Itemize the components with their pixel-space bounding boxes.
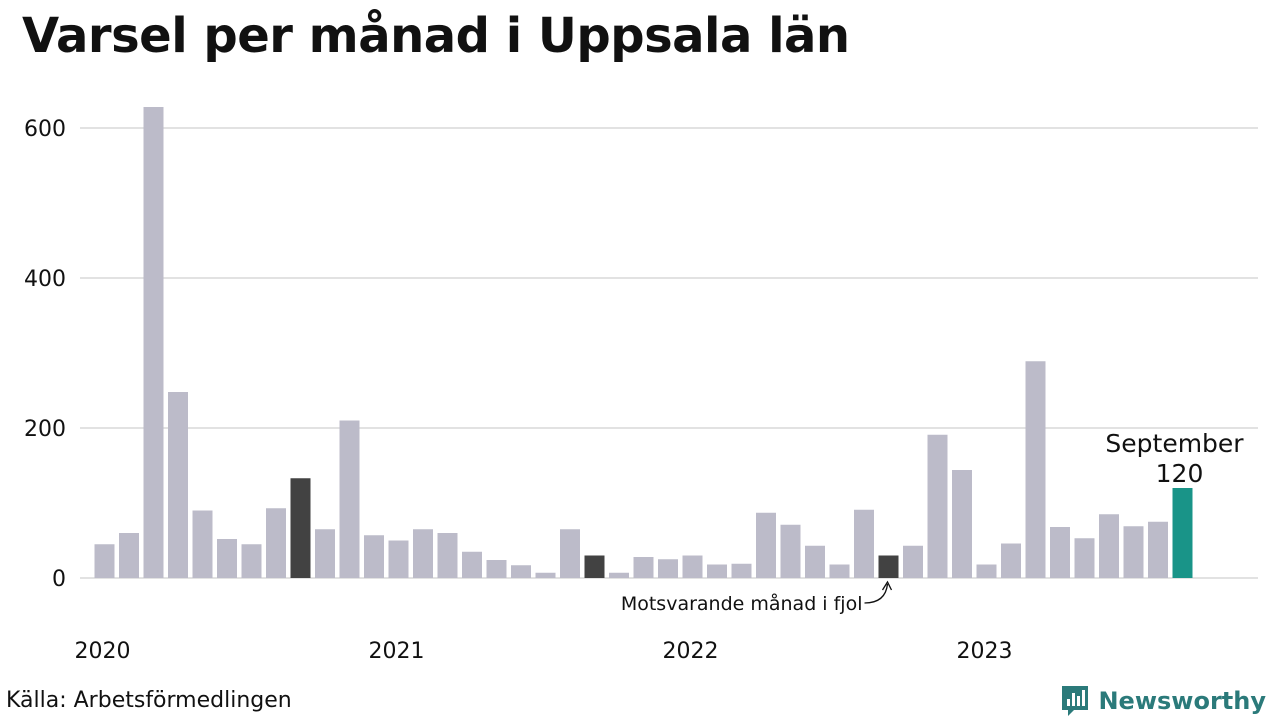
bar [829,564,850,578]
bar [437,533,458,578]
bar [584,555,605,578]
latest-value-label: 120 [1156,459,1204,488]
bar [976,564,997,578]
bar [1148,521,1168,578]
bar [266,508,286,578]
bar [903,545,923,578]
bar [1172,488,1193,578]
callout-arrow [864,583,889,604]
x-tick-label: 2021 [369,639,425,664]
bar [1025,361,1046,578]
callout-arrowhead [881,580,893,591]
bar [756,512,776,578]
bar [658,559,678,578]
bar [682,555,703,578]
bar [241,544,262,578]
brand-logo[interactable]: Newsworthy [1060,684,1266,718]
bar [1050,527,1070,578]
bar [633,557,654,578]
bar [119,533,139,578]
x-tick-label: 2020 [75,639,131,664]
bar [878,555,899,578]
y-tick-label: 400 [24,267,66,292]
x-tick-label: 2023 [957,639,1013,664]
bar [143,107,164,578]
chart-title: Varsel per månad i Uppsala län [22,8,850,64]
bar [1123,526,1144,578]
bar [560,529,580,578]
newsworthy-chart-logo-icon [1062,686,1089,716]
x-tick-label: 2022 [663,639,719,664]
bar [952,470,972,578]
bar [339,420,360,578]
y-tick-label: 200 [24,417,66,442]
y-tick-label: 600 [24,117,66,142]
bar [168,392,188,578]
bar [1099,514,1119,578]
bar [854,509,874,578]
bar [609,572,629,578]
bar [805,545,825,578]
bar [192,510,213,578]
bar [364,535,384,578]
bar [413,529,433,578]
latest-month-label: September [1105,429,1244,458]
bar [511,565,531,578]
bar [462,551,482,578]
callout-label: Motsvarande månad i fjol [621,592,863,615]
bar [217,539,237,578]
bar [535,572,556,578]
bar [707,564,727,578]
bar [1001,543,1021,578]
bar [780,524,801,578]
bar [315,529,335,578]
bar [731,563,752,578]
source-note: Källa: Arbetsförmedlingen [6,688,292,713]
bar [1074,538,1095,578]
bar [94,544,115,578]
bar [486,560,507,578]
bar [290,478,311,578]
bar [388,540,409,578]
bar [927,434,948,578]
y-tick-label: 0 [52,567,66,592]
brand-name: Newsworthy [1098,687,1266,715]
